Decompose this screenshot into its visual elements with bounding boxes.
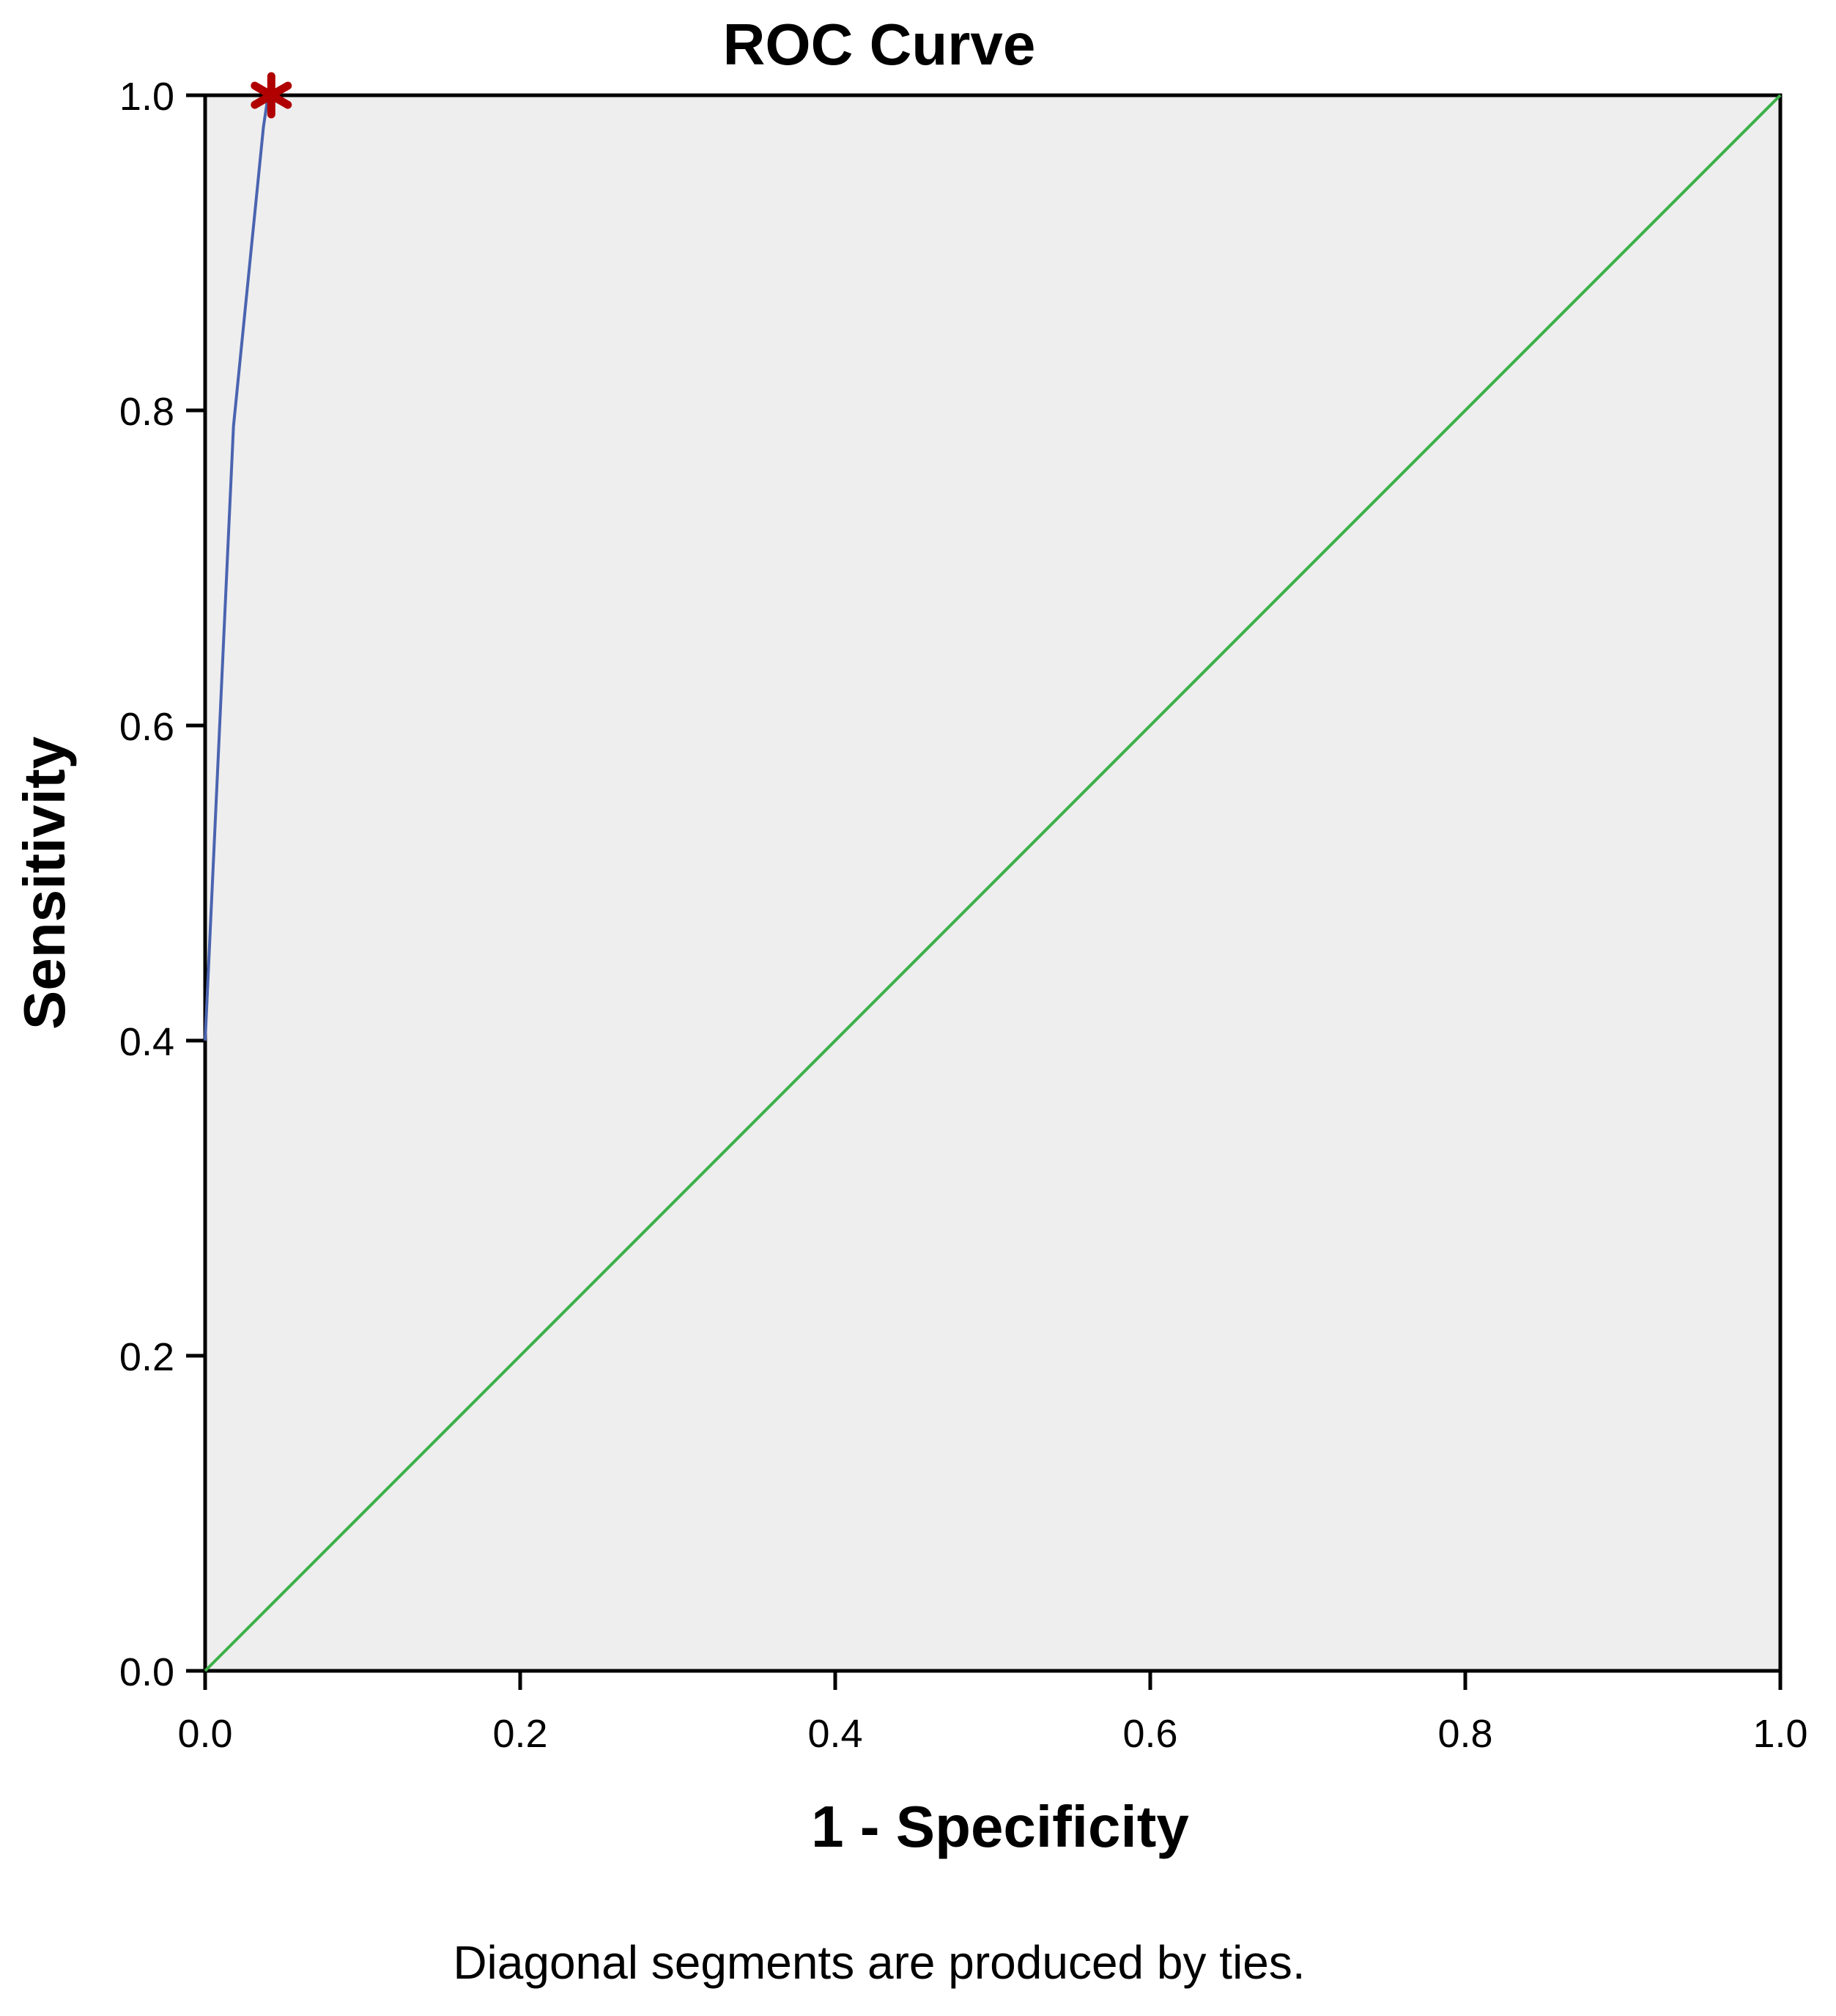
- y-axis-label: Sensitivity: [12, 736, 77, 1030]
- x-tick-label-5: 1.0: [1752, 1712, 1807, 1756]
- footnote: Diagonal segments are produced by ties.: [453, 1936, 1305, 1989]
- optimal-point-marker-0: [251, 72, 292, 119]
- y-tick-label-2: 0.4: [119, 1020, 174, 1064]
- x-axis-label: 1 - Specificity: [811, 1794, 1189, 1859]
- y-tick-label-0: 0.0: [119, 1650, 174, 1694]
- y-tick-label-4: 0.8: [119, 390, 174, 434]
- chart-title: ROC Curve: [723, 12, 1036, 77]
- y-tick-label-5: 1.0: [119, 75, 174, 119]
- series-line-0: [204, 95, 270, 1041]
- marker-group: [251, 72, 292, 119]
- marker-stroke: [251, 81, 292, 109]
- y-tick-label-1: 0.2: [119, 1335, 174, 1379]
- x-tick-label-1: 0.2: [492, 1712, 547, 1756]
- y-tick-label-3: 0.6: [119, 705, 174, 749]
- axis-ticks: 0.0 0.2 0.4 0.6 0.8 1.0 0.0 0.2 0.4 0.6 0.8 1.0: [119, 75, 1808, 1756]
- x-tick-label-2: 0.4: [807, 1712, 862, 1756]
- x-tick-label-3: 0.6: [1122, 1712, 1177, 1756]
- x-tick-label-4: 0.8: [1437, 1712, 1492, 1756]
- series-group: [204, 94, 1782, 1672]
- series-line-1: [204, 94, 1782, 1672]
- x-tick-label-0: 0.0: [177, 1712, 232, 1756]
